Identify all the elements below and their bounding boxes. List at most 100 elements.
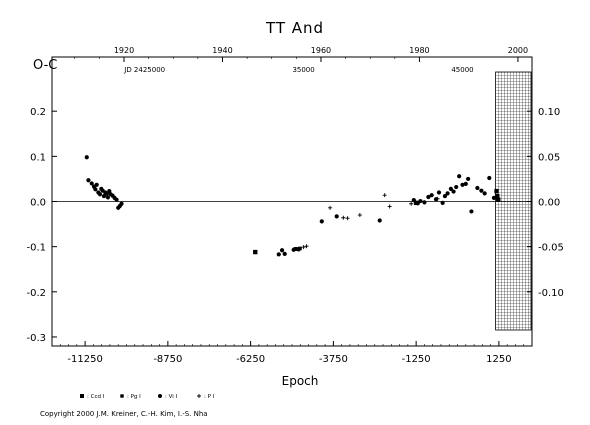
x-tick-label: -8750	[153, 354, 182, 365]
data-point-vi	[93, 187, 98, 192]
data-point-vi	[454, 184, 459, 190]
data-point-ccd	[495, 193, 500, 199]
data-point-vi	[475, 185, 480, 191]
data-point-vi	[279, 248, 285, 253]
y-right-tick-label: -0.05	[538, 243, 564, 254]
data-point-vi	[276, 252, 281, 257]
data-point-vi	[84, 155, 89, 160]
y-right-tick-label: -0.10	[538, 288, 564, 299]
data-point-p	[304, 244, 309, 249]
data-point-p	[357, 213, 362, 218]
data-point-ccd	[253, 249, 258, 255]
y-axis-right-ticks: 0.10 0.05 0.00 -0.05 -0.10	[527, 107, 564, 299]
data-point-vi	[114, 197, 119, 202]
data-point-vi	[97, 192, 103, 197]
data-point-p	[328, 205, 333, 210]
data-point-vi	[460, 182, 465, 187]
y-tick-label: 0.0	[30, 198, 46, 209]
data-point-p	[435, 196, 440, 201]
data-point-p	[345, 216, 350, 221]
data-point-vi	[319, 219, 324, 224]
legend-marker	[158, 394, 162, 398]
data-point-vi	[411, 198, 416, 203]
legend-label: : Pg I	[127, 394, 141, 400]
data-point-vi	[89, 181, 94, 186]
data-point-vi	[334, 214, 339, 219]
data-point-vi	[426, 194, 431, 200]
x-tick-label: -3750	[319, 354, 348, 365]
y-axis-label: O-C	[33, 58, 57, 73]
data-point-vi	[482, 191, 487, 196]
data-point-vi	[442, 193, 448, 199]
legend-marker	[197, 394, 201, 398]
y-right-tick-label: 0.10	[538, 107, 560, 118]
data-point-vi	[377, 218, 382, 223]
x-tick-label: -1250	[402, 354, 431, 365]
legend-marker	[80, 394, 84, 398]
y-tick-label: 0.2	[30, 107, 46, 118]
top-year-axis: 1920 1940 1960 1980 2000	[74, 46, 528, 62]
jd-label: JD 2425000	[123, 66, 165, 74]
data-point-p	[301, 245, 306, 250]
y-tick-label: 0.1	[30, 152, 46, 163]
x-tick-label: -6250	[236, 354, 265, 365]
data-point-vi	[94, 182, 99, 187]
data-point-vi	[418, 198, 423, 204]
year-tick-label: 1920	[114, 46, 134, 55]
data-points	[84, 155, 501, 257]
data-point-vi	[487, 175, 492, 181]
data-point-vi	[107, 189, 112, 194]
data-point-vi	[296, 247, 301, 252]
data-point-vi	[86, 178, 91, 183]
y-tick-label: -0.2	[26, 288, 46, 299]
data-point-vi	[104, 191, 109, 196]
data-point-ccd	[494, 188, 499, 194]
chart-title: TT And	[265, 19, 324, 37]
data-point-p	[341, 215, 346, 220]
legend-label: : P I	[204, 394, 215, 400]
jd-label: 35000	[292, 66, 314, 74]
data-point-vi	[466, 176, 471, 182]
data-point-vi	[445, 191, 450, 196]
year-tick-label: 1960	[311, 46, 331, 55]
legend-label: : Ccd I	[87, 394, 105, 400]
data-point-p	[387, 204, 392, 209]
data-point-vi	[119, 201, 124, 206]
data-point-vi	[105, 195, 111, 200]
legend-marker	[120, 394, 124, 398]
copyright-text: Copyright 2000 J.M. Kreiner, C.-H. Kim, …	[40, 410, 208, 418]
y-tick-label: -0.1	[26, 243, 46, 254]
data-point-vi	[451, 189, 456, 194]
y-right-tick-label: 0.00	[538, 198, 560, 209]
data-point-vi	[479, 188, 484, 193]
y-tick-label: -0.3	[26, 333, 46, 344]
data-point-vi	[433, 197, 439, 202]
data-point-p	[382, 193, 387, 198]
data-point-vi	[429, 193, 434, 198]
x-axis-ticks: -11250 -8750 -6250 -3750 -1250 1250	[59, 341, 525, 365]
x-tick-label: 1250	[486, 354, 511, 365]
data-point-vi	[448, 186, 453, 191]
y-right-tick-label: 0.05	[538, 152, 560, 163]
data-point-vi	[422, 200, 427, 205]
year-tick-label: 1980	[409, 46, 429, 55]
legend-label: : Vi I	[165, 394, 178, 400]
data-point-vi	[491, 195, 497, 200]
jd-labels: JD 2425000 35000 45000	[123, 66, 473, 74]
data-point-ccd	[496, 197, 501, 202]
data-point-vi	[440, 200, 445, 205]
year-tick-label: 2000	[508, 46, 528, 55]
data-point-vi	[436, 190, 442, 195]
jd-label: 45000	[451, 66, 473, 74]
year-tick-label: 1940	[212, 46, 232, 55]
data-point-vi	[457, 174, 462, 179]
x-axis-label: Epoch	[282, 374, 319, 388]
data-point-vi	[282, 251, 287, 256]
data-point-p	[409, 201, 414, 206]
data-point-vi	[469, 209, 474, 214]
future-band	[495, 71, 532, 331]
legend: : Ccd I : Pg I : Vi I : P I	[80, 394, 215, 400]
x-tick-label: -11250	[67, 354, 102, 365]
data-point-vi	[463, 181, 468, 186]
